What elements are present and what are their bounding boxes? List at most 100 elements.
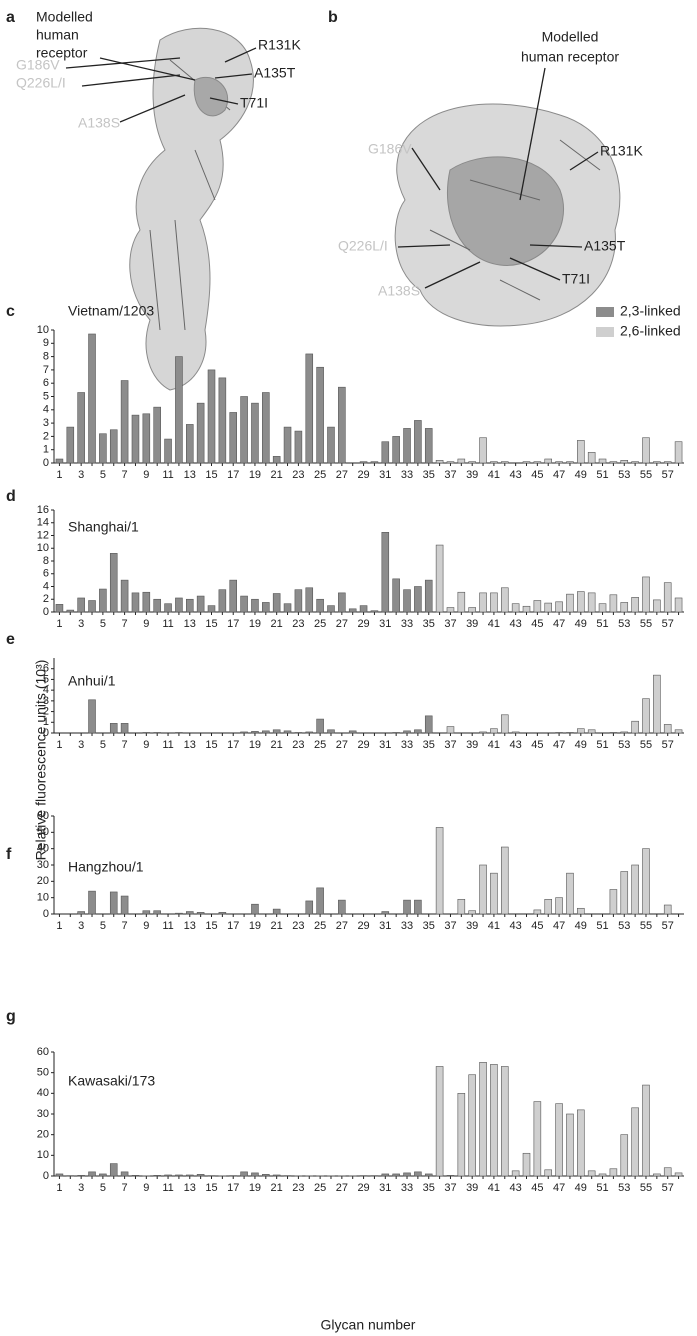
x-tick-label: 51 (596, 1182, 608, 1194)
x-tick-label: 7 (122, 1182, 128, 1194)
x-tick-label: 27 (336, 1182, 348, 1194)
receptor-label: human receptor (521, 49, 619, 65)
bar (556, 1104, 563, 1176)
bar (393, 436, 400, 463)
bar (328, 730, 335, 733)
x-tick-label: 43 (510, 739, 522, 751)
x-tick-label: 55 (640, 1182, 652, 1194)
bar (490, 873, 497, 914)
x-tick-label: 5 (100, 739, 106, 751)
bar (89, 700, 96, 733)
bar (262, 602, 269, 612)
x-tick-label: 37 (444, 1182, 456, 1194)
bar (67, 427, 74, 463)
bar (56, 1174, 63, 1176)
x-tick-label: 55 (640, 739, 652, 751)
x-tick-label: 3 (78, 469, 84, 481)
mutation-label: A138S (378, 283, 420, 299)
x-tick-label: 35 (423, 618, 435, 630)
bar (610, 462, 617, 463)
x-tick-label: 13 (184, 618, 196, 630)
chart-title: Hangzhou/1 (68, 859, 144, 875)
x-tick-label: 29 (357, 1182, 369, 1194)
x-tick-label: 39 (466, 469, 478, 481)
y-tick-label: 2 (43, 705, 49, 717)
bar (56, 604, 63, 612)
x-tick-label: 11 (162, 1182, 173, 1194)
bar (490, 593, 497, 612)
bar (414, 587, 421, 613)
bar (588, 1171, 595, 1176)
x-tick-label: 23 (292, 920, 304, 932)
y-tick-label: 2 (43, 430, 49, 442)
figure: a Modelled human receptor R131K A135T T7… (0, 0, 697, 1336)
bar (284, 731, 291, 733)
x-tick-label: 35 (423, 920, 435, 932)
bar (610, 890, 617, 915)
y-tick-label: 4 (43, 684, 49, 696)
bar (262, 731, 269, 733)
bar (577, 440, 584, 463)
y-tick-label: 10 (37, 542, 49, 554)
bar (610, 595, 617, 612)
x-tick-label: 9 (143, 1182, 149, 1194)
bar (110, 1164, 117, 1176)
bar (577, 908, 584, 914)
y-tick-label: 5 (43, 673, 49, 685)
bar (512, 1171, 519, 1176)
x-tick-label: 21 (271, 618, 283, 630)
x-tick-label: 21 (271, 739, 283, 751)
x-tick-label: 13 (184, 1182, 196, 1194)
bar (414, 900, 421, 914)
bar (447, 462, 454, 463)
x-tick-label: 39 (466, 618, 478, 630)
x-tick-label: 57 (662, 1182, 674, 1194)
receptor-label: Modelled (36, 9, 93, 25)
bar (154, 732, 161, 733)
bar (251, 1173, 258, 1176)
x-tick-label: 23 (292, 618, 304, 630)
bar (414, 730, 421, 733)
x-tick-label: 31 (379, 469, 391, 481)
bar (458, 899, 465, 914)
y-tick-label: 3 (43, 417, 49, 429)
bar (143, 911, 150, 914)
bar (89, 891, 96, 914)
bar (621, 460, 628, 463)
x-tick-label: 15 (205, 1182, 217, 1194)
y-tick-label: 6 (43, 663, 49, 675)
bar (458, 592, 465, 612)
bar (349, 731, 356, 733)
x-tick-label: 39 (466, 739, 478, 751)
bar (480, 732, 487, 733)
bar (175, 1175, 182, 1176)
bar (186, 599, 193, 612)
bar (317, 367, 324, 463)
bar (664, 724, 671, 733)
x-tick-label: 21 (271, 469, 283, 481)
x-tick-label: 27 (336, 469, 348, 481)
x-tick-label: 43 (510, 618, 522, 630)
bar (393, 732, 400, 733)
bar (664, 1168, 671, 1176)
bar (89, 334, 96, 463)
bar (121, 896, 128, 914)
bar (262, 393, 269, 463)
y-tick-label: 50 (37, 1067, 49, 1079)
bar (295, 590, 302, 612)
y-tick-label: 7 (43, 364, 49, 376)
x-tick-label: 49 (575, 618, 587, 630)
x-tick-label: 35 (423, 739, 435, 751)
panel-letter: c (6, 303, 15, 320)
bar (175, 732, 182, 733)
bar (78, 598, 85, 612)
legend-swatch (596, 327, 614, 337)
bar (664, 905, 671, 914)
x-tick-label: 13 (184, 739, 196, 751)
bar (328, 427, 335, 463)
bar (99, 434, 106, 463)
x-tick-label: 45 (531, 469, 543, 481)
bar (610, 1169, 617, 1176)
bar (295, 431, 302, 463)
x-tick-label: 25 (314, 618, 326, 630)
